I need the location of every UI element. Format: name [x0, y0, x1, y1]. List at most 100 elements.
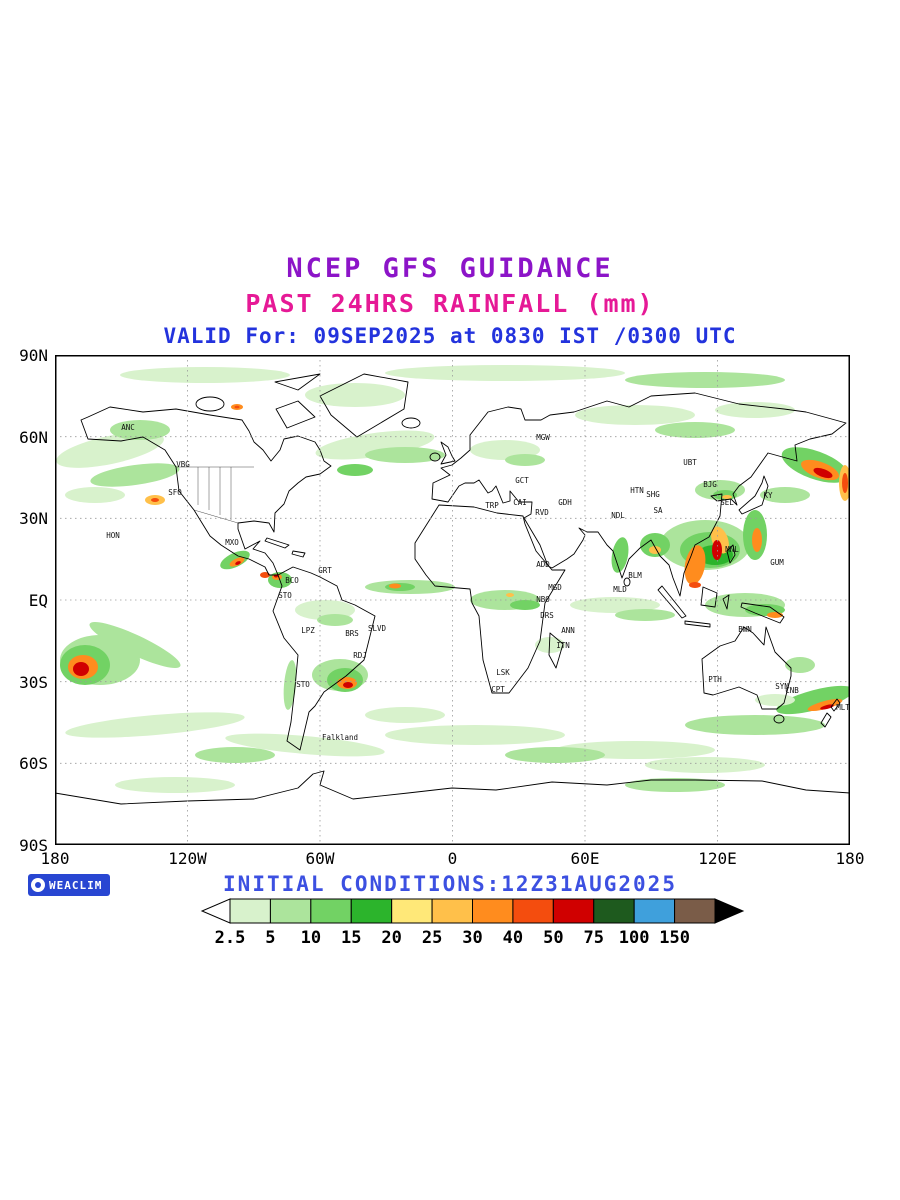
station-code-label: BJG	[703, 480, 717, 489]
rainfall-colorbar	[200, 898, 745, 924]
colorbar-segment	[552, 898, 595, 924]
station-code-label: ANC	[121, 423, 135, 432]
colorbar-value-label: 30	[462, 928, 483, 948]
colorbar-segment	[431, 898, 473, 924]
colorbar-segment	[472, 898, 514, 924]
colorbar-segments	[229, 898, 716, 924]
station-code-label: BCO	[285, 576, 299, 585]
colorbar-value-label: 50	[543, 928, 564, 948]
weaclim-logo-icon	[31, 878, 45, 892]
station-code-label: HON	[106, 531, 120, 540]
initial-conditions-label: INITIAL CONDITIONS:12Z31AUG2025	[223, 872, 677, 896]
colorbar-canvas	[200, 898, 745, 924]
station-code-label: BLM	[628, 571, 642, 580]
weaclim-badge: WEACLIM	[28, 874, 111, 896]
border-layer	[176, 466, 254, 524]
station-code-label: SHG	[646, 490, 660, 499]
colorbar-segment	[593, 898, 635, 924]
station-code-label: SA	[653, 506, 663, 515]
station-code-label: PTH	[708, 675, 722, 684]
station-code-label: ANN	[561, 626, 575, 635]
station-code-label: ADD	[536, 560, 550, 569]
colorbar-value-label: 25	[421, 928, 443, 948]
station-code-label: CPT	[491, 685, 505, 694]
colorbar-left-arrow	[200, 898, 231, 924]
station-code-label: UBT	[683, 458, 697, 467]
station-code-label: KY	[763, 491, 773, 500]
colorbar-value-label: 10	[300, 928, 322, 948]
station-code-label: Falkland	[322, 733, 358, 742]
colorbar-value-label: 20	[381, 928, 402, 948]
station-code-label: MGW	[536, 433, 550, 442]
lat-tick-label: 30S	[19, 672, 48, 692]
station-code-label: CAI	[513, 498, 527, 507]
station-code-label: LPZ	[301, 626, 315, 635]
station-code-label: SEL	[720, 498, 734, 507]
lat-tick-label: 30N	[19, 509, 48, 529]
colorbar-segment	[633, 898, 676, 924]
map-canvas: ANC VBG SFO HON MXO GRT BCO STO LPZ BRS SLVD RDJ STO…	[54, 355, 854, 845]
station-code-label: GCT	[515, 476, 529, 485]
colorbar-segment	[512, 898, 554, 924]
colorbar-segment	[391, 898, 433, 924]
lon-tick-label: 60W	[305, 849, 335, 868]
map-frame	[55, 355, 850, 845]
colorbar-value-label: 40	[502, 928, 524, 948]
station-code-label: MLT	[836, 703, 850, 712]
station-code-label: NDL	[611, 511, 625, 520]
station-code-label: STO	[296, 680, 310, 689]
station-code-label: MXO	[225, 538, 239, 547]
station-code-label: ITN	[556, 641, 570, 650]
lat-tick-label: 90N	[19, 346, 48, 365]
lat-tick-label: EQ	[28, 591, 48, 610]
colorbar-value-label: 5	[265, 928, 276, 948]
rainfall-shading-layer	[56, 365, 854, 793]
weaclim-label: WEACLIM	[49, 878, 103, 892]
page-title: NCEP GFS GUIDANCE	[286, 253, 614, 284]
title-block: NCEP GFS GUIDANCE PAST 24HRS RAINFALL (m…	[0, 253, 900, 348]
station-code-label: SLVD	[368, 624, 387, 633]
colorbar-segment	[674, 898, 716, 924]
station-code-label: CNB	[785, 686, 799, 695]
colorbar-value-label: 100	[618, 928, 650, 948]
station-code-label: RVD	[535, 508, 549, 517]
station-code-label: SYN	[775, 682, 789, 691]
station-code-label: MNL	[725, 545, 739, 554]
lat-tick-label: 90S	[19, 836, 48, 855]
colorbar-value-label: 15	[341, 928, 362, 948]
station-code-label: VBG	[176, 460, 190, 469]
colorbar-segment	[269, 898, 312, 924]
station-code-label: BRS	[345, 629, 359, 638]
valid-time-label: VALID For: 09SEP2025 at 0830 IST /0300 U…	[163, 324, 737, 348]
station-code-label: DRS	[540, 611, 554, 620]
station-code-label: GRT	[318, 566, 332, 575]
station-code-label: SFO	[168, 488, 182, 497]
station-code-label: STO	[278, 591, 292, 600]
lon-tick-label: 180	[40, 849, 70, 868]
station-code-label: HTN	[630, 486, 644, 495]
colorbar-value-label: 75	[583, 928, 604, 948]
lat-tick-label: 60S	[19, 754, 48, 774]
station-code-label: RDJ	[353, 651, 367, 660]
coastline-layer	[54, 373, 851, 805]
lon-tick-label: 60E	[570, 849, 600, 868]
station-code-label: LSK	[496, 668, 510, 677]
world-map: ANC VBG SFO HON MXO GRT BCO STO LPZ BRS SLVD RDJ STO…	[54, 355, 854, 845]
lon-tick-label: 180	[835, 849, 865, 868]
station-code-label: GUM	[770, 558, 784, 567]
station-code-label: TRP	[485, 501, 499, 510]
page-subtitle: PAST 24HRS RAINFALL (mm)	[245, 289, 655, 318]
colorbar-segment	[350, 898, 393, 924]
station-code-label: MLD	[613, 585, 627, 594]
colorbar-segment	[229, 898, 271, 924]
gridline-layer	[55, 355, 850, 845]
lon-tick-label: 120E	[698, 849, 737, 868]
station-code-label: GDH	[558, 498, 572, 507]
colorbar-value-label: 2.5	[214, 928, 246, 948]
station-code-label: MGD	[548, 583, 562, 592]
colorbar-right-arrow	[714, 898, 745, 924]
stations-layer: ANC VBG SFO HON MXO GRT BCO STO LPZ BRS SLVD RDJ STO…	[106, 423, 850, 742]
station-code-label: NBO	[536, 595, 550, 604]
lon-tick-label: 120W	[168, 849, 207, 868]
